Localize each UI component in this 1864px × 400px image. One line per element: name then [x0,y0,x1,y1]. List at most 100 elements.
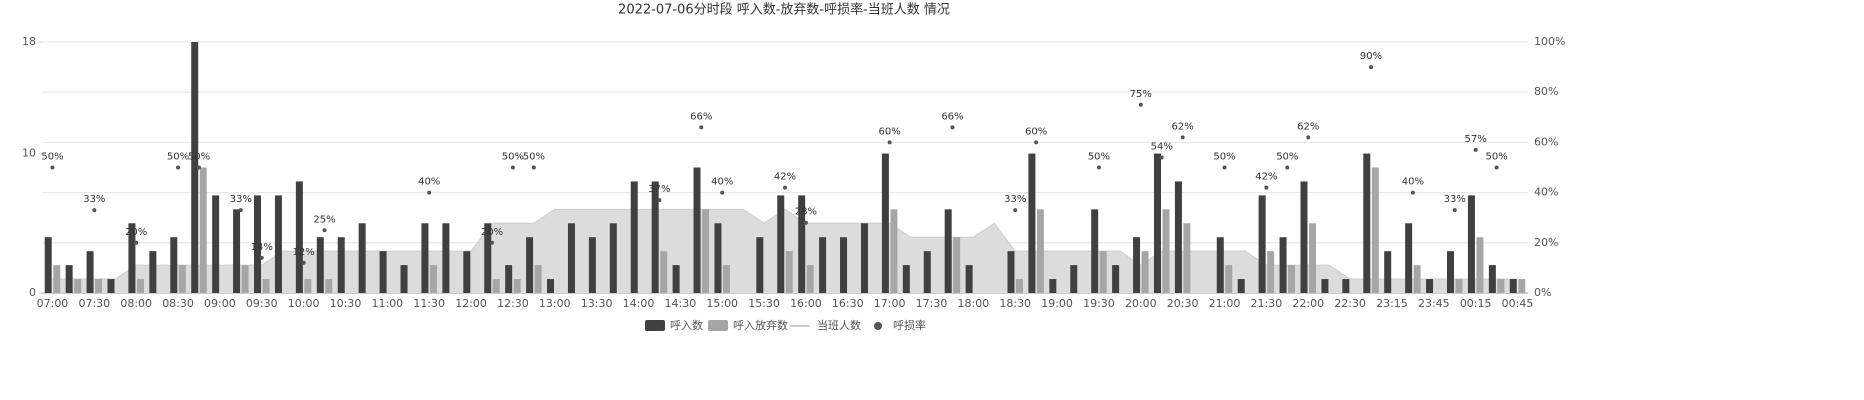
data-label: 50% [1276,152,1298,163]
bar [1371,167,1379,293]
x-tick-label: 21:00 [1209,297,1241,310]
bar [337,237,345,293]
data-label: 62% [1297,121,1319,132]
data-label: 54% [1151,141,1173,152]
rate-dot [196,165,201,170]
y2-tick-label: 40% [1534,186,1558,199]
x-tick-label: 23:45 [1418,297,1450,310]
bar [1133,237,1141,293]
bar [1488,265,1496,293]
x-tick-label: 20:30 [1167,297,1199,310]
data-label: 50% [1485,152,1507,163]
bar [609,223,617,293]
bar [128,223,136,293]
rate-dot [1222,165,1227,170]
x-tick-label: 07:30 [78,297,110,310]
bar [484,223,492,293]
rate-dot [1138,102,1143,107]
area [52,209,1518,293]
x-tick-label: 16:00 [790,297,822,310]
bar [567,223,575,293]
bar [1162,209,1170,293]
bar [492,279,500,293]
rate-dot [783,185,787,190]
x-tick-label: 08:30 [162,297,194,310]
bar [1258,195,1266,293]
legend-swatch [874,322,882,330]
rate-dot [489,240,494,245]
y2-tick-label: 20% [1534,236,1558,249]
x-tick-label: 18:30 [999,297,1031,310]
bar [630,181,638,293]
bar [714,223,722,293]
data-label: 50% [167,152,189,163]
bar [429,265,437,293]
bar [534,265,542,293]
bar [1426,279,1434,293]
bar [777,195,785,293]
data-label: 66% [941,111,963,122]
legend-label: 当班人数 [817,318,861,332]
bar [95,279,103,293]
bar [191,42,199,293]
bar [358,223,366,293]
bar [86,251,94,293]
rate-dot [92,208,97,213]
bar [1363,153,1371,293]
data-label: 20% [125,227,147,238]
bar [1267,251,1275,293]
bar [1070,265,1078,293]
bar [400,265,408,293]
bar [1413,265,1421,293]
rate-dot [1013,208,1018,213]
rate-dot [427,190,432,195]
bar [1237,279,1245,293]
bar [785,251,793,293]
rate-dot [1180,135,1185,140]
bar [1300,181,1308,293]
x-tick-label: 21:30 [1251,297,1283,310]
bar [107,279,115,293]
data-label: 37% [648,184,670,195]
rate-dot [301,260,306,265]
x-tick-label: 09:30 [246,297,278,310]
bar [860,223,868,293]
x-tick-label: 16:30 [832,297,864,310]
legend-label: 呼入放弃数 [733,318,788,332]
bar [702,209,710,293]
x-tick-label: 19:30 [1083,297,1115,310]
legend-label: 呼入数 [670,319,703,332]
data-label: 62% [1172,121,1194,132]
bar [1446,251,1454,293]
data-label: 50% [523,152,545,163]
x-tick-label: 10:00 [288,297,320,310]
rate-dot [1034,140,1039,145]
x-tick-label: 07:00 [37,297,69,310]
bar [672,265,680,293]
bar [1036,209,1044,293]
bar [1028,153,1036,293]
x-tick-label: 22:30 [1334,297,1366,310]
y2-tick-label: 80% [1534,85,1558,98]
bar [1015,279,1023,293]
bar [547,279,555,293]
y-tick-label: 0 [29,286,36,299]
rate-dot [1410,190,1415,195]
bar [1091,209,1099,293]
bar [505,265,513,293]
bar [1049,279,1057,293]
bar [44,237,52,293]
rate-dot [1452,208,1457,213]
data-label: 42% [774,172,796,183]
bar [840,237,848,293]
bar [1183,223,1191,293]
bar [74,279,82,293]
data-label: 33% [83,194,105,205]
bar [1384,251,1392,293]
data-label: 50% [1088,152,1110,163]
rate-dot [720,190,725,195]
data-label: 57% [1465,134,1487,145]
bar [254,195,262,293]
x-tick-label: 11:30 [413,297,445,310]
